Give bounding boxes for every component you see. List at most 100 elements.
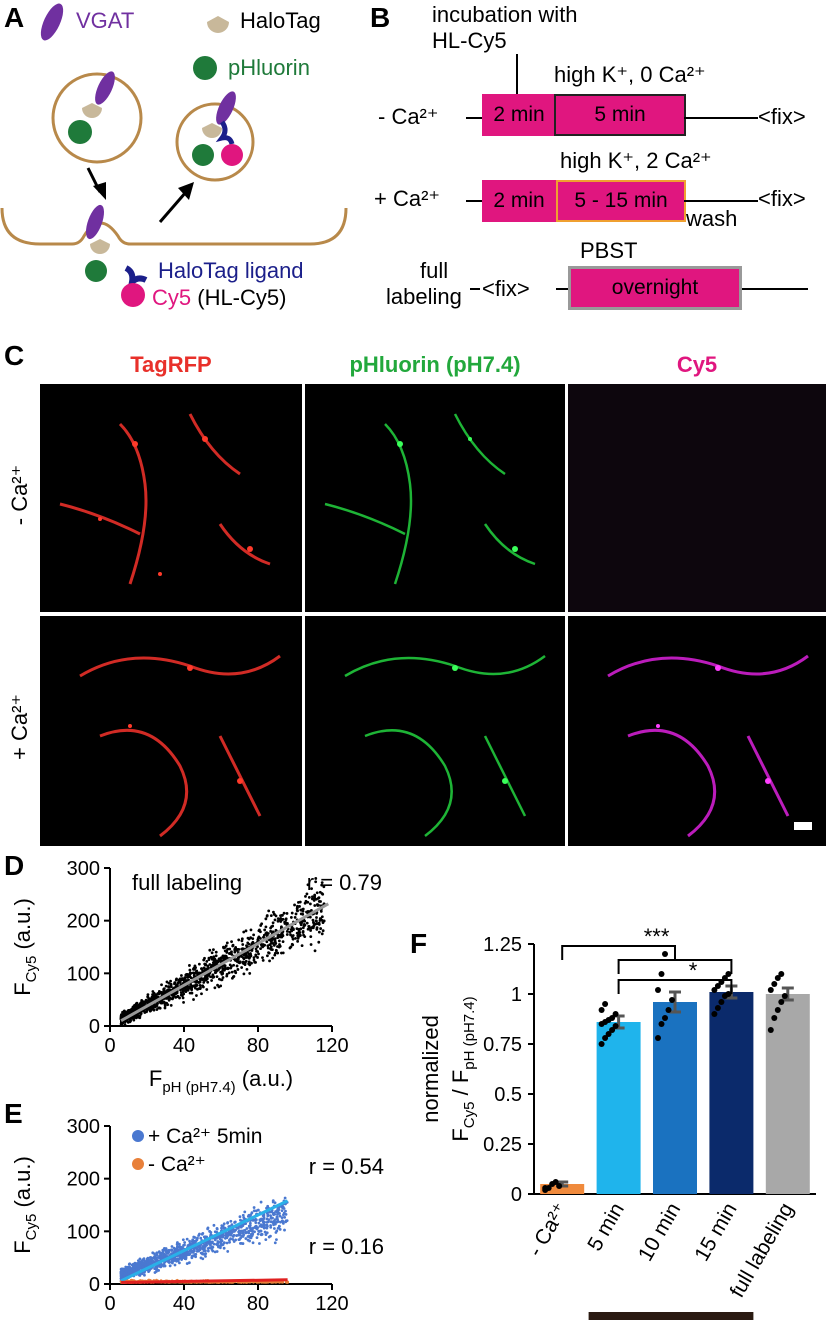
scatter-point (283, 1215, 287, 1219)
scatter-point (290, 911, 294, 915)
scatter-point (199, 1251, 203, 1255)
y-tick-label: 300 (67, 858, 100, 880)
scatter-point (182, 1000, 185, 1004)
scatter-point (208, 948, 212, 952)
scatter-point (247, 1224, 251, 1228)
scatter-point (206, 980, 210, 984)
scatter-point (269, 1220, 273, 1224)
scatter-point (209, 1243, 212, 1247)
row-label-minus-ca: - Ca²⁺ (7, 464, 32, 526)
scatter-point (233, 969, 237, 973)
scatter-point (146, 1261, 150, 1265)
scatter-point (238, 960, 242, 964)
scatter-point (192, 998, 195, 1001)
scatter-point (213, 986, 217, 990)
scatter-point (321, 929, 325, 933)
scatter-point (248, 1221, 252, 1225)
row3-fix: <fix> (482, 276, 530, 301)
scatter-point (199, 986, 202, 990)
scatter-point (264, 932, 268, 935)
scatter-point (267, 1218, 271, 1221)
vesicle-1 (51, 72, 143, 164)
scatter-point (185, 1237, 189, 1241)
scatter-point (279, 916, 283, 920)
scatter-point (243, 953, 247, 956)
row3-dash-2 (556, 288, 568, 290)
data-point (714, 983, 721, 989)
vgat-icon (216, 91, 236, 125)
phluorin-legend-label: pHluorin (228, 55, 310, 80)
scatter-point (297, 931, 301, 935)
scatter-point (198, 984, 202, 987)
scatter-point (167, 989, 171, 992)
micrograph-cy5-minus-ca (568, 384, 826, 612)
scatter-point (221, 976, 225, 979)
scatter-point (253, 960, 257, 964)
bar (709, 992, 754, 1194)
scatter-point (232, 1233, 236, 1237)
scatter-point (236, 968, 240, 971)
scatter-point (249, 954, 253, 958)
scatter-point (155, 1008, 159, 1011)
y-tick-label: 200 (67, 911, 100, 933)
scatter-point (164, 1247, 168, 1250)
scatter-point (315, 897, 318, 901)
scatter-point (169, 1004, 173, 1007)
scatter-point (225, 941, 229, 945)
ligand-icon (215, 120, 235, 145)
y-axis-label: normalized (418, 1015, 443, 1123)
row3-label-1: full (420, 258, 449, 283)
scatter-point (261, 959, 265, 962)
scatter-point (208, 963, 212, 966)
scatter-point (241, 1242, 245, 1245)
incubation-label-2: HL-Cy5 (432, 28, 507, 53)
scatter-point (201, 985, 205, 989)
scatter-point (245, 1231, 248, 1234)
scatter-point (170, 1248, 173, 1252)
scatter-point (295, 927, 299, 931)
scatter-point (187, 1261, 191, 1265)
scatter-point (158, 1006, 162, 1010)
x-tick-label: 40 (173, 1035, 195, 1057)
scatter-point (176, 994, 180, 998)
scatter-point (267, 909, 271, 913)
scatter-point (309, 929, 312, 932)
scatter-point (216, 960, 220, 964)
scatter-point (308, 902, 312, 906)
scatter-point (210, 1248, 214, 1251)
row3-label-2: labeling (386, 284, 462, 309)
scatter-point (194, 984, 197, 987)
scatter-point (310, 887, 313, 891)
scatter-point (225, 1241, 229, 1245)
scatter-point (246, 955, 250, 958)
scatter-point (196, 1248, 200, 1252)
data-point (771, 1015, 778, 1021)
y-tick-label: 0.25 (483, 1134, 522, 1156)
scatter-point (175, 1258, 179, 1262)
scatter-point (282, 1211, 286, 1215)
scatter-point (254, 1221, 258, 1225)
scatter-point (300, 944, 304, 948)
scatter-point (283, 1196, 287, 1200)
scatter-point (313, 894, 317, 898)
scatter-point (189, 983, 193, 986)
scatter-point (168, 1264, 172, 1268)
scatter-point (244, 1237, 248, 1240)
scatter-point (315, 916, 318, 919)
scatter-point (306, 910, 310, 913)
scatter-point (210, 951, 214, 955)
x-tick-label: 40 (173, 1293, 195, 1315)
scatter-point (181, 1238, 185, 1242)
scatter-point (205, 988, 209, 991)
data-point (542, 1185, 549, 1191)
scatter-point (285, 912, 289, 915)
scatter-point (157, 1251, 161, 1254)
scatter-point (319, 917, 323, 921)
scatter-point (202, 1249, 206, 1253)
scatter-point (219, 1243, 223, 1247)
scatter-point (241, 1213, 245, 1217)
scatter-point (181, 996, 185, 1000)
scatter-point (237, 1231, 241, 1235)
scatter-point (255, 1227, 259, 1231)
scatter-point (276, 951, 280, 955)
